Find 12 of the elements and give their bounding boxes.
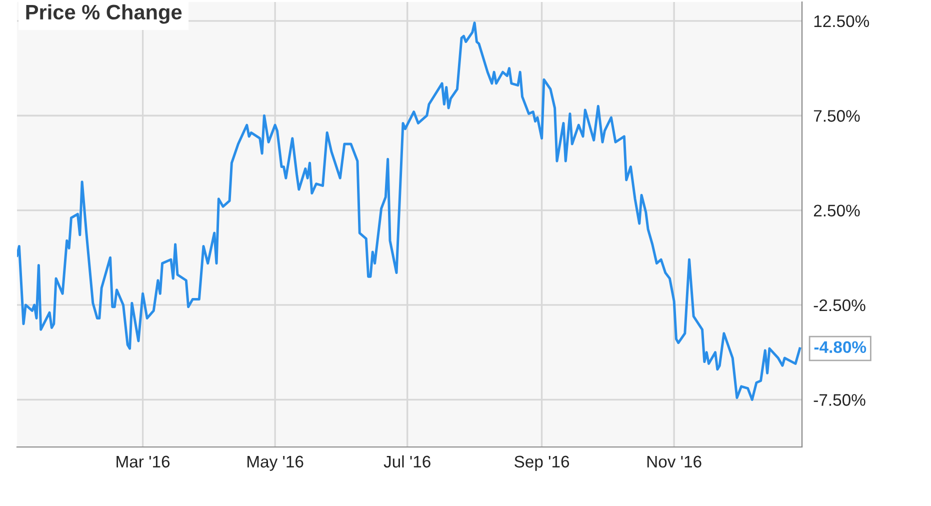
y-tick-label: -7.50%	[814, 394, 866, 406]
y-tick-label: 12.50%	[814, 15, 870, 28]
y-tick-label: -2.50%	[814, 299, 866, 312]
chart-title: Price % Change	[26, 4, 182, 24]
annotation: -4.80%	[814, 341, 866, 354]
x-tick-label: Mar '16	[116, 456, 170, 468]
x-tick-label: Nov '16	[647, 456, 702, 468]
y-tick-label: 2.50%	[814, 204, 860, 216]
y-tick-label: 7.50%	[814, 110, 860, 122]
x-tick-label: Jul '16	[384, 455, 430, 468]
x-tick-label: Sep '16	[514, 456, 570, 471]
x-tick-label: May '16	[248, 456, 304, 471]
